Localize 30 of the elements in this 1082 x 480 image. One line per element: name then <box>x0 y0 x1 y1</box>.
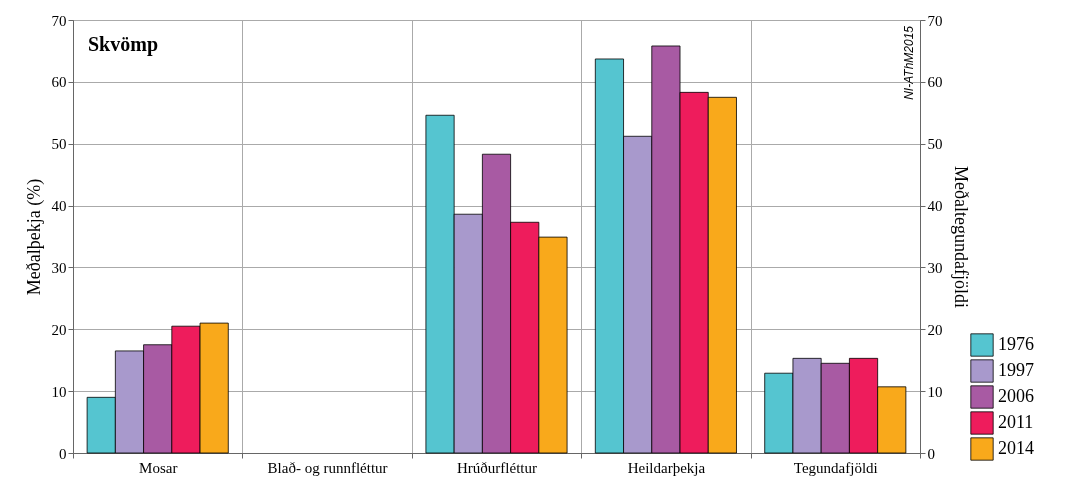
y-tick-label: 60 <box>51 74 67 91</box>
y2-tick-label: 0 <box>927 445 935 462</box>
legend-label: 2011 <box>998 412 1034 432</box>
y-tick-label: 70 <box>51 12 67 29</box>
annotation: NI-AThM2015 <box>902 25 916 100</box>
x-tick-label: Heildarþekja <box>627 459 706 476</box>
legend-label: 2014 <box>998 438 1034 458</box>
y2-tick-label: 40 <box>927 198 943 215</box>
legend-label: 1976 <box>998 334 1034 354</box>
y2-tick-label: 70 <box>927 12 943 29</box>
y-tick-label: 0 <box>59 445 67 462</box>
legend-label: 2006 <box>998 386 1034 406</box>
y-tick-label: 40 <box>51 198 67 215</box>
x-tick-label: Tegundafjöldi <box>793 459 878 476</box>
y-axis-title: Meðalþekja (%) <box>23 178 45 296</box>
y2-tick-label: 50 <box>927 136 943 153</box>
x-tick-label: Hrúðurfléttur <box>457 459 537 476</box>
y2-tick-label: 20 <box>927 321 943 338</box>
y-tick-label: 20 <box>51 321 67 338</box>
y-tick-label: 50 <box>51 136 67 153</box>
text: Skvömp <box>88 33 159 56</box>
y-tick-label: 30 <box>51 259 67 276</box>
y2-tick-label: 30 <box>927 259 943 276</box>
y2-tick-label: 60 <box>927 74 943 91</box>
x-tick-label: Mosar <box>139 459 178 476</box>
x-tick-label: Blað- og runnfléttur <box>267 459 388 476</box>
legend-label: 1997 <box>998 360 1034 380</box>
y-tick-label: 10 <box>51 383 67 400</box>
y2-tick-label: 10 <box>927 383 943 400</box>
y2-axis-title: Meðaltegundafjöldi <box>950 166 971 308</box>
